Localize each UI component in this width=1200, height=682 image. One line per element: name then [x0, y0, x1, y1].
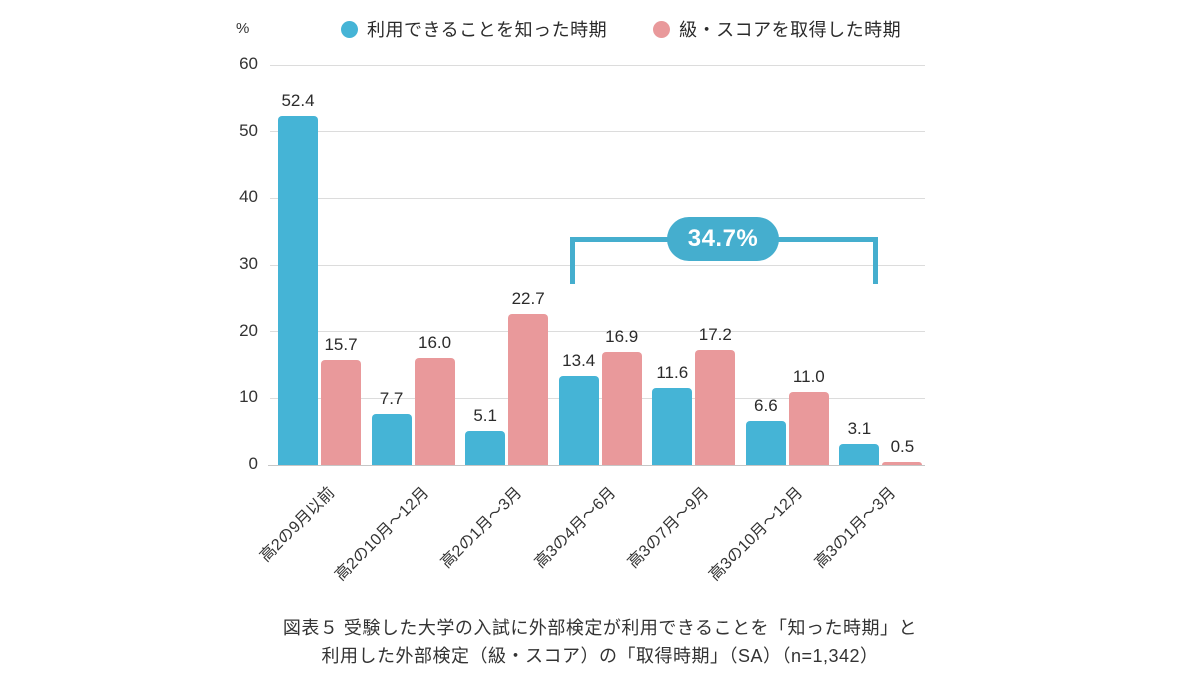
- gridline-50: [270, 131, 925, 133]
- caption: 図表５ 受験した大学の入試に外部検定が利用できることを「知った時期」と 利用した…: [0, 614, 1200, 670]
- bar-acquired-7: [882, 461, 923, 465]
- bar-known-3: [465, 431, 506, 465]
- value-label-acquired-5: 17.2: [698, 325, 732, 345]
- x-axis-line: [268, 465, 925, 466]
- value-label-known-3: 5.1: [473, 406, 497, 425]
- value-label-acquired-4: 16.9: [605, 327, 639, 347]
- gridline-60: [270, 64, 925, 66]
- bar-known-5: [652, 387, 693, 465]
- gridline-20: [270, 331, 925, 333]
- sum-bracket-right-tick: [873, 237, 878, 284]
- y-axis-tick-label: 40: [239, 187, 258, 207]
- y-axis-tick-label: 10: [239, 387, 258, 407]
- bar-acquired-2: [414, 358, 455, 465]
- y-axis-tick-label: 50: [239, 120, 258, 140]
- value-label-known-7: 3.1: [847, 419, 872, 439]
- value-label-known-4: 13.4: [562, 350, 596, 370]
- gridline-30: [270, 264, 925, 266]
- bar-known-1: [278, 115, 318, 465]
- bar-known-4: [558, 375, 599, 465]
- y-axis-tick-label: 60: [239, 54, 258, 73]
- y-axis-tick-label: 0: [248, 454, 258, 473]
- bar-known-6: [745, 421, 786, 465]
- value-label-known-5: 11.6: [656, 362, 689, 382]
- legend: 利用できることを知った時期 級・スコアを取得した時期: [341, 16, 901, 42]
- caption-line-2: 利用した外部検定（級・スコア）の「取得時期」（SA）（n=1,342）: [321, 646, 879, 666]
- sum-bracket-left-tick: [570, 237, 575, 284]
- sum-badge: 34.7%: [667, 217, 779, 261]
- bar-acquired-6: [788, 391, 829, 465]
- legend-dot-pink-icon: [653, 20, 671, 38]
- value-label-known-6: 6.6: [754, 396, 778, 415]
- legend-item-known-period: 利用できることを知った時期: [341, 16, 607, 42]
- bar-acquired-1: [321, 360, 361, 465]
- value-label-known-2: 7.7: [379, 388, 404, 408]
- bar-acquired-5: [695, 350, 736, 465]
- bar-acquired-3: [508, 313, 549, 465]
- y-axis-tick-label: 20: [239, 320, 258, 340]
- y-axis-tick-label: 30: [239, 254, 258, 273]
- gridline-40: [270, 197, 925, 199]
- legend-item-acquired-period: 級・スコアを取得した時期: [653, 16, 901, 42]
- y-axis-unit-label: %: [236, 20, 250, 37]
- sum-badge-label: 34.7%: [687, 225, 759, 252]
- value-label-acquired-3: 22.7: [511, 288, 545, 308]
- legend-label-acquired-period: 級・スコアを取得した時期: [679, 20, 902, 40]
- value-label-acquired-7: 0.5: [890, 436, 915, 456]
- bar-known-7: [839, 444, 880, 465]
- legend-label-known-period: 利用できることを知った時期: [367, 20, 608, 40]
- bar-known-2: [371, 413, 412, 465]
- value-label-known-1: 52.4: [281, 90, 315, 110]
- value-label-acquired-1: 15.7: [324, 335, 358, 355]
- caption-line-1: 図表５ 受験した大学の入試に外部検定が利用できることを「知った時期」と: [282, 618, 918, 638]
- legend-dot-blue-icon: [341, 20, 358, 38]
- value-label-acquired-2: 16.0: [418, 333, 452, 353]
- bar-acquired-4: [601, 352, 642, 465]
- value-label-acquired-6: 11.0: [792, 366, 825, 386]
